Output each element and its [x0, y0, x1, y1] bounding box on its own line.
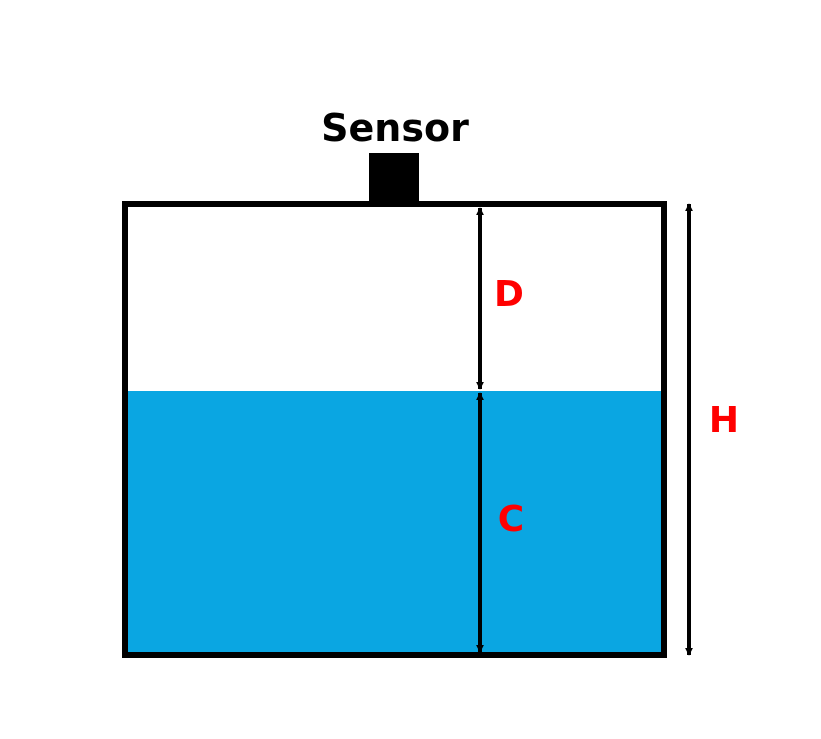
content-label: C — [498, 499, 524, 540]
height-label: H — [709, 400, 739, 441]
sensor-block — [369, 153, 419, 204]
sensor-label: Sensor — [321, 106, 469, 150]
water-fill — [128, 391, 663, 654]
distance-label: D — [494, 274, 524, 315]
